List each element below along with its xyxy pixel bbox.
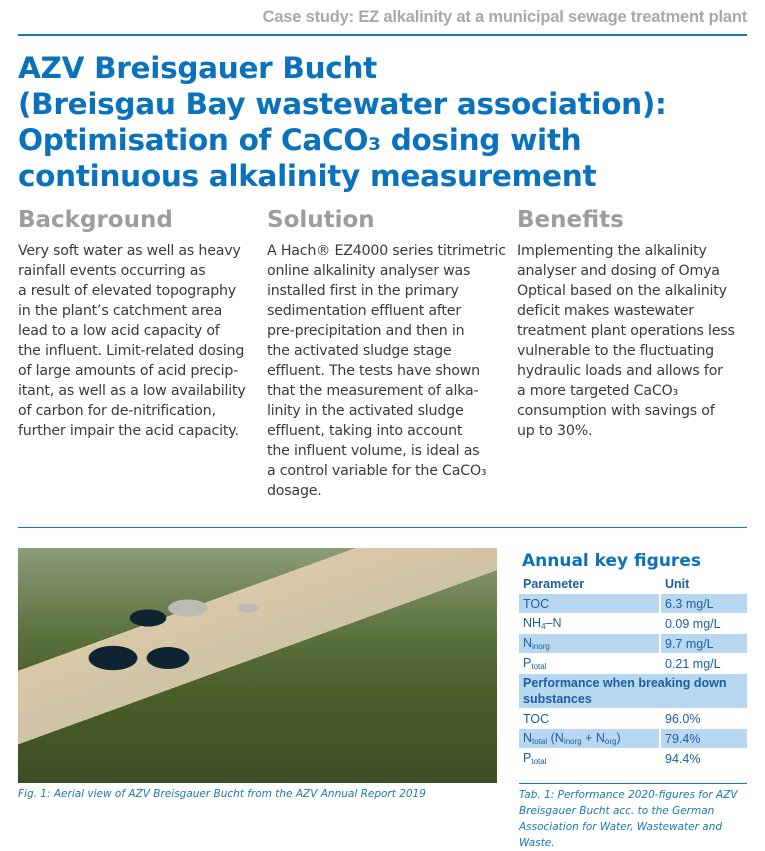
body-text-line: Very soft water as well as heavy xyxy=(18,243,241,259)
body-text-line: the influent volume, is ideal as xyxy=(267,443,480,459)
column-heading: Benefits xyxy=(517,207,624,233)
table-row: NH4–N 0.09 mg/L xyxy=(519,614,747,633)
body-text-line: pre-precipitation and then in xyxy=(267,323,465,339)
value: 94.4% xyxy=(659,749,747,768)
param: Ptotal xyxy=(523,751,547,766)
column-heading: Solution xyxy=(267,207,375,233)
body-text-line: the activated sludge stage xyxy=(267,343,452,359)
body-text-line: hydraulic loads and allows for xyxy=(517,363,723,379)
body-text-line: a result of elevated topography xyxy=(18,283,236,299)
body-text-line: treatment plant operations less xyxy=(517,323,735,339)
section-row: Performance when breaking down substance… xyxy=(519,674,747,708)
benefits-column: Benefits Implementing the alkalinity analy… xyxy=(517,205,757,441)
body-text-line: in the plant’s catchment area xyxy=(18,303,223,319)
body-text-line: installed first in the primary xyxy=(267,283,459,299)
title-line: continuous alkalinity measurement xyxy=(18,159,597,193)
param: TOC xyxy=(519,594,659,613)
body-text-line: A Hach® EZ4000 series titrimetric xyxy=(267,243,506,259)
body-text-line: online alkalinity analyser was xyxy=(267,263,471,279)
body-text-line: up to 30%. xyxy=(517,423,593,439)
table-row: TOC 6.3 mg/L xyxy=(519,594,747,613)
section-rule xyxy=(18,527,747,528)
table-header: Parameter Unit xyxy=(519,574,747,593)
table-caption-rule xyxy=(519,783,747,784)
body-text-line: sedimentation effluent after xyxy=(267,303,461,319)
title-line: AZV Breisgauer Bucht xyxy=(18,51,377,85)
param: Ntotal (Ninorg + Norg) xyxy=(519,729,659,748)
param: TOC xyxy=(523,711,550,726)
body-text-line: of carbon for de-nitrification, xyxy=(18,403,216,419)
background-column: Background Very soft water as well as hea… xyxy=(18,205,258,441)
table-row: TOC 96.0% xyxy=(519,709,747,728)
solution-column: Solution A Hach® EZ4000 series titrimetri… xyxy=(267,205,507,501)
table-row: Ptotal 94.4% xyxy=(519,749,747,768)
section-label: Performance when breaking down substance… xyxy=(519,674,747,708)
body-text-line: the influent. Limit-related dosing xyxy=(18,343,245,359)
body-text-line: further impair the acid capacity. xyxy=(18,423,239,439)
body-text-line: effluent. The tests have shown xyxy=(267,363,480,379)
body-text-line: deficit makes wastewater xyxy=(517,303,694,319)
body-text-line: vulnerable to the fluctuating xyxy=(517,343,714,359)
param: Ninorg xyxy=(519,634,659,653)
col-parameter: Parameter xyxy=(523,576,585,591)
key-figures-title: Annual key figures xyxy=(522,551,701,571)
body-text-line: linity in the activated sludge xyxy=(267,403,464,419)
body-text-line: itant, as well as a low availability xyxy=(18,383,246,399)
figure-caption: Fig. 1: Aerial view of AZV Breisgauer Bu… xyxy=(18,788,426,800)
body-text-line: consumption with savings of xyxy=(517,403,715,419)
body-text-line: effluent, taking into account xyxy=(267,423,463,439)
value: 96.0% xyxy=(659,709,747,728)
value: 79.4% xyxy=(659,729,747,748)
body-text-line: lead to a low acid capacity of xyxy=(18,323,220,339)
page-title: AZV Breisgauer Bucht (Breisgau Bay waste… xyxy=(18,50,667,194)
param: NH4–N xyxy=(523,616,562,631)
table-caption: Tab. 1: Performance 2020-figures for AZV… xyxy=(519,789,738,849)
aerial-photo xyxy=(18,548,497,783)
param: Ptotal xyxy=(523,656,547,671)
col-unit: Unit xyxy=(659,574,747,593)
value: 9.7 mg/L xyxy=(659,634,747,653)
body-text-line: a more targeted CaCO₃ xyxy=(517,383,679,399)
key-figures-table: Parameter Unit TOC 6.3 mg/L NH4–N 0.09 mg/… xyxy=(519,573,747,769)
body-text-line: analyser and dosing of Omya xyxy=(517,263,720,279)
title-line: Optimisation of CaCO₃ dosing with xyxy=(18,123,582,157)
column-heading: Background xyxy=(18,207,173,233)
table-row: Ntotal (Ninorg + Norg) 79.4% xyxy=(519,729,747,748)
body-text-line: a control variable for the CaCO₃ xyxy=(267,463,487,479)
section-kicker: Case study: EZ alkalinity at a municipal… xyxy=(262,8,748,26)
body-text-line: that the measurement of alka- xyxy=(267,383,479,399)
body-text-line: Implementing the alkalinity xyxy=(517,243,707,259)
header-rule xyxy=(18,34,747,36)
title-line: (Breisgau Bay wastewater association): xyxy=(18,87,667,121)
body-text-line: of large amounts of acid precip- xyxy=(18,363,239,379)
table-row: Ninorg 9.7 mg/L xyxy=(519,634,747,653)
table-row: Ptotal 0.21 mg/L xyxy=(519,654,747,673)
value: 0.09 mg/L xyxy=(659,614,747,633)
body-text-line: Optical based on the alkalinity xyxy=(517,283,727,299)
body-text-line: rainfall events occurring as xyxy=(18,263,206,279)
body-text-line: dosage. xyxy=(267,483,322,499)
value: 6.3 mg/L xyxy=(659,594,747,613)
value: 0.21 mg/L xyxy=(659,654,747,673)
